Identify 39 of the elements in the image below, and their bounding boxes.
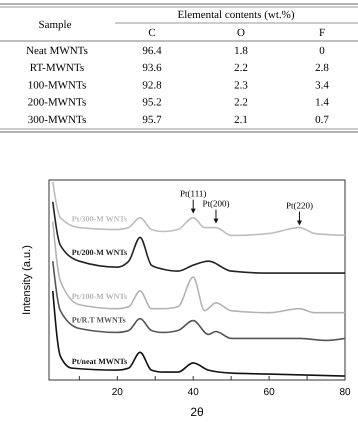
y-axis-title: Intensity (a.u.) bbox=[21, 245, 33, 315]
x-tick-label: F bbox=[318, 27, 326, 39]
annotation: Pt(111) bbox=[180, 188, 206, 199]
annotation: Pt(200) bbox=[202, 198, 230, 209]
chart-title: Elemental contents (wt.%) bbox=[178, 9, 295, 21]
x-tick-label: 60 bbox=[264, 387, 276, 398]
data-label: 95.2 bbox=[142, 96, 162, 109]
x-tick-label: 80 bbox=[339, 387, 351, 398]
y-tick-label: 100-MWNTs bbox=[28, 79, 86, 92]
y-axis-title: Sample bbox=[38, 19, 72, 31]
data-label: 2.2 bbox=[234, 62, 248, 74]
data-label: 93.6 bbox=[142, 62, 162, 74]
data-label: 95.7 bbox=[142, 114, 162, 126]
series-label: Pt/neat MWNTs bbox=[72, 357, 128, 366]
data-label: 2.1 bbox=[234, 114, 248, 126]
y-tick-label: 200-MWNTs bbox=[28, 96, 86, 109]
data-label: 1.8 bbox=[234, 45, 248, 57]
x-tick-label: C bbox=[148, 27, 156, 39]
y-tick-label: 300-MWNTs bbox=[28, 114, 86, 126]
x-tick-label: 20 bbox=[112, 387, 124, 398]
data-label: 96.4 bbox=[142, 45, 162, 57]
x-tick-label: O bbox=[237, 27, 246, 39]
data-label: 0.7 bbox=[315, 114, 330, 126]
annotation: Pt(220) bbox=[286, 200, 313, 211]
x-axis-title: 2θ bbox=[190, 405, 204, 419]
data-label: 92.8 bbox=[142, 79, 162, 92]
series-label: Pt/300-M WNTs bbox=[72, 214, 128, 224]
data-label: 2.2 bbox=[234, 96, 248, 109]
y-tick-label: RT-MWNTs bbox=[30, 62, 84, 74]
data-label: 0 bbox=[319, 45, 326, 57]
data-label: 3.4 bbox=[315, 79, 330, 92]
series-label: Pt/200-M WNTs bbox=[72, 248, 128, 258]
y-tick-label: Neat MWNTs bbox=[26, 45, 88, 57]
series-label: Pt/R.T MWNTs bbox=[72, 316, 126, 325]
data-label: 2.8 bbox=[315, 62, 330, 74]
data-label: 2.3 bbox=[234, 79, 248, 92]
x-tick-label: 40 bbox=[188, 387, 200, 398]
data-label: 1.4 bbox=[315, 96, 330, 109]
series-label: Pt/100-M WNTs bbox=[72, 292, 128, 301]
